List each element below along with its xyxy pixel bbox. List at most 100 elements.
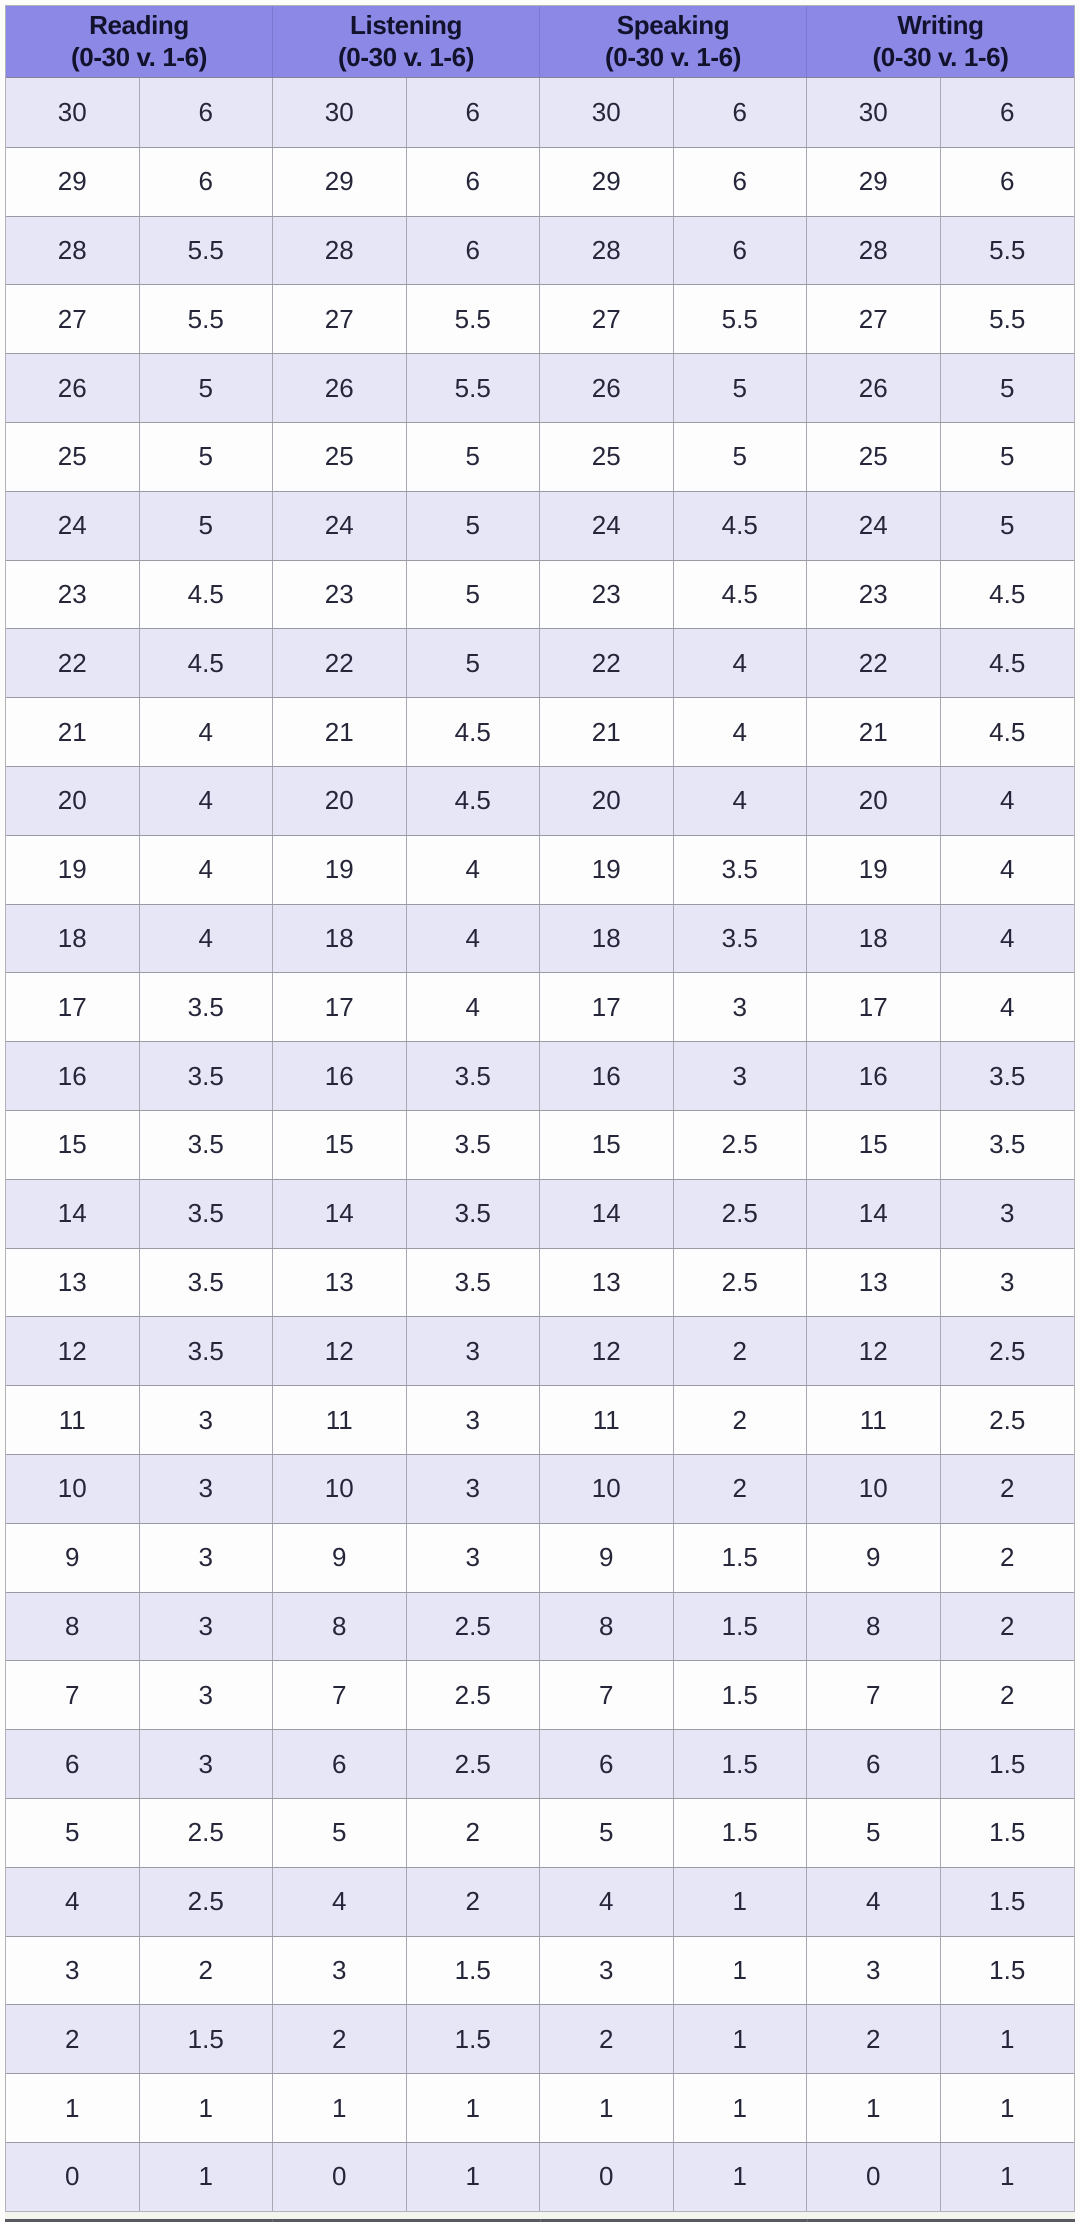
- conversion-cell: 2: [1000, 1610, 1015, 1641]
- table-row: 27 5.5 27 5.5 27 5.5 27 5.5: [6, 284, 1074, 354]
- conversion-cell: 1.5: [407, 2005, 540, 2074]
- score-cell: 6: [540, 1730, 674, 1798]
- score-cell: 20: [807, 766, 941, 835]
- score-cell: 6: [6, 1730, 140, 1798]
- score-cell: 2: [540, 2005, 674, 2074]
- bottom-bar-segment: [273, 2218, 541, 2222]
- score-cell: 0: [540, 2142, 674, 2211]
- conversion-cell: 3.5: [140, 1042, 273, 1110]
- score-cell: 15: [273, 1110, 407, 1179]
- conversion-cell: 1: [407, 2142, 540, 2211]
- score-conversion-table: Reading (0-30 v. 1-6) Listening (0-30 v.…: [5, 5, 1075, 2212]
- header-cell-writing: Writing (0-30 v. 1-6): [807, 6, 1074, 77]
- score-cell: 25: [540, 422, 674, 491]
- score-cell: 5: [807, 1798, 941, 1867]
- conversion-cell: 3: [140, 1730, 273, 1798]
- conversion-cell: 4.5: [407, 766, 540, 835]
- score-cell: 26: [273, 354, 407, 422]
- conversion-cell: 1: [674, 2074, 807, 2142]
- table-row: 13 3.5 13 3.5 13 2.5 13 3: [6, 1247, 1074, 1317]
- score-cell: 13: [6, 1248, 140, 1317]
- score-cell: 30: [540, 78, 674, 147]
- table-row: 18 4 18 4 18 3.5 18 4: [6, 903, 1074, 973]
- conversion-cell: 6: [407, 216, 540, 285]
- conversion-cell: 6: [1000, 166, 1015, 197]
- score-cell: 11: [6, 1386, 140, 1454]
- conversion-cell: 5: [407, 560, 540, 629]
- score-cell: 10: [807, 1454, 941, 1523]
- score-cell: 26: [807, 354, 941, 422]
- conversion-cell: 6: [674, 147, 807, 216]
- conversion-cell: 5.5: [407, 354, 540, 422]
- conversion-cell: 2.5: [407, 1592, 540, 1661]
- score-cell: 2: [807, 2005, 941, 2074]
- section-range: (0-30 v. 1-6): [605, 41, 741, 72]
- table-row: 11 3 11 3 11 2 11 2.5: [6, 1385, 1074, 1454]
- score-cell: 11: [273, 1386, 407, 1454]
- score-cell: 3: [807, 1936, 941, 2005]
- score-cell: 10: [273, 1454, 407, 1523]
- table-row: 7 3 7 2.5 7 1.5 7 2: [6, 1660, 1074, 1730]
- table-body: 30 6 30 6 30 6 30 6 29 6 29 6 29 6 29 6 28 5.5 28 6 28 6 28 5.5…: [6, 78, 1074, 2211]
- conversion-cell: 1.5: [674, 1592, 807, 1661]
- table-row: 8 3 8 2.5 8 1.5 8 2: [6, 1591, 1074, 1661]
- score-cell: 2: [6, 2005, 140, 2074]
- conversion-cell: 3: [140, 1386, 273, 1454]
- table-row: 5 2.5 5 2 5 1.5 5 1.5: [6, 1797, 1074, 1867]
- conversion-cell: 6: [1000, 96, 1015, 127]
- conversion-cell: 3: [407, 1523, 540, 1592]
- conversion-cell: 5: [407, 491, 540, 560]
- table-row: 12 3.5 12 3 12 2 12 2.5: [6, 1316, 1074, 1386]
- conversion-cell: 4: [140, 698, 273, 766]
- score-cell: 2: [273, 2005, 407, 2074]
- score-cell: 9: [540, 1523, 674, 1592]
- score-cell: 14: [6, 1179, 140, 1248]
- score-cell: 21: [807, 698, 941, 766]
- conversion-cell: 5.5: [140, 285, 273, 354]
- conversion-cell: 2.5: [989, 1404, 1026, 1435]
- conversion-cell: 1.5: [140, 2005, 273, 2074]
- conversion-cell: 5.5: [407, 285, 540, 354]
- conversion-cell: 3.5: [407, 1179, 540, 1248]
- score-cell: 29: [540, 147, 674, 216]
- table-row: 23 4.5 23 5 23 4.5 23 4.5: [6, 559, 1074, 629]
- conversion-cell: 4: [1000, 785, 1015, 816]
- score-cell: 5: [273, 1798, 407, 1867]
- conversion-cell: 5: [140, 491, 273, 560]
- conversion-cell: 5: [1000, 441, 1015, 472]
- conversion-cell: 5: [407, 629, 540, 698]
- conversion-cell: 4: [1000, 991, 1015, 1022]
- bottom-bar: [5, 2218, 1075, 2222]
- conversion-cell: 2: [140, 1936, 273, 2005]
- conversion-cell: 2: [407, 1798, 540, 1867]
- table-row: 19 4 19 4 19 3.5 19 4: [6, 834, 1074, 904]
- table-row: 14 3.5 14 3.5 14 2.5 14 3: [6, 1178, 1074, 1248]
- score-cell: 1: [807, 2074, 941, 2142]
- score-cell: 18: [273, 904, 407, 973]
- conversion-cell: 3.5: [140, 1110, 273, 1179]
- conversion-cell: 5.5: [989, 303, 1026, 334]
- score-cell: 15: [807, 1110, 941, 1179]
- conversion-cell: 2: [1000, 1473, 1015, 1504]
- table-row: 16 3.5 16 3.5 16 3 16 3.5: [6, 1041, 1074, 1110]
- score-cell: 19: [807, 835, 941, 904]
- score-cell: 24: [6, 491, 140, 560]
- score-cell: 16: [540, 1042, 674, 1110]
- conversion-cell: 4.5: [140, 560, 273, 629]
- score-cell: 26: [6, 354, 140, 422]
- table-row: 28 5.5 28 6 28 6 28 5.5: [6, 215, 1074, 285]
- conversion-cell: 2.5: [674, 1179, 807, 1248]
- score-cell: 16: [807, 1042, 941, 1110]
- conversion-cell: 5.5: [140, 216, 273, 285]
- conversion-cell: 4: [140, 766, 273, 835]
- conversion-cell: 2.5: [674, 1110, 807, 1179]
- score-cell: 12: [6, 1317, 140, 1386]
- conversion-cell: 4: [140, 904, 273, 973]
- conversion-cell: 3: [140, 1661, 273, 1730]
- score-cell: 7: [807, 1661, 941, 1730]
- conversion-cell: 1.5: [674, 1523, 807, 1592]
- conversion-cell: 3: [674, 973, 807, 1042]
- conversion-cell: 3.5: [407, 1042, 540, 1110]
- score-cell: 29: [807, 147, 941, 216]
